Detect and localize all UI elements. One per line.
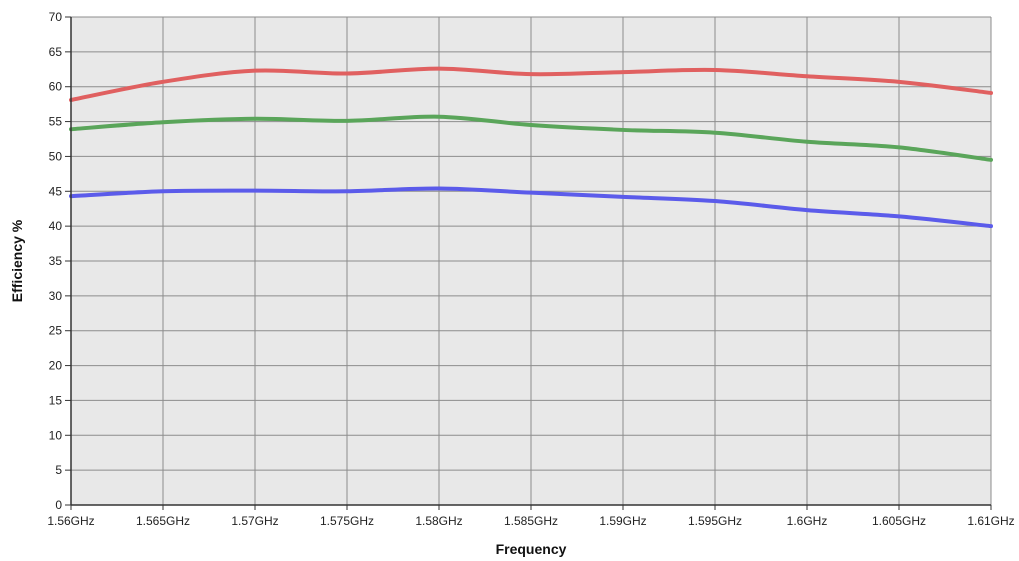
- x-tick-label: 1.595GHz: [688, 514, 742, 528]
- x-tick-label: 1.585GHz: [504, 514, 558, 528]
- series-line-2: [69, 114, 993, 162]
- x-tick-label: 1.59GHz: [599, 514, 646, 528]
- y-tick-label: 25: [49, 324, 63, 338]
- series-line-1: [69, 66, 993, 102]
- y-tick-label: 65: [49, 45, 63, 59]
- x-tick-label: 1.58GHz: [415, 514, 462, 528]
- y-tick-label: 15: [49, 393, 63, 407]
- y-axis-ticks: 0 5 10 15 20 25 30 35 40 45 50 55 60 65 70: [49, 10, 71, 512]
- series-lines: [69, 66, 993, 229]
- series-line-3: [69, 186, 993, 229]
- x-tick-label: 1.57GHz: [231, 514, 278, 528]
- y-tick-label: 30: [49, 289, 63, 303]
- y-tick-label: 50: [49, 149, 63, 163]
- x-tick-label: 1.575GHz: [320, 514, 374, 528]
- y-tick-label: 10: [49, 428, 63, 442]
- y-axis-title: Efficiency %: [9, 219, 25, 302]
- y-tick-label: 40: [49, 219, 63, 233]
- y-tick-label: 60: [49, 80, 63, 94]
- y-tick-label: 0: [55, 498, 62, 512]
- x-tick-label: 1.61GHz: [967, 514, 1014, 528]
- y-tick-label: 20: [49, 359, 63, 373]
- y-tick-label: 55: [49, 115, 63, 129]
- x-tick-label: 1.6GHz: [787, 514, 828, 528]
- x-tick-label: 1.565GHz: [136, 514, 190, 528]
- x-tick-label: 1.56GHz: [47, 514, 94, 528]
- y-tick-label: 70: [49, 10, 63, 24]
- y-tick-label: 5: [55, 463, 62, 477]
- y-tick-label: 45: [49, 184, 63, 198]
- x-axis-ticks: 1.56GHz 1.565GHz 1.57GHz 1.575GHz 1.58GHz 1.5…: [47, 505, 1015, 528]
- x-axis-title: Frequency: [496, 541, 567, 557]
- y-tick-label: 35: [49, 254, 63, 268]
- x-tick-label: 1.605GHz: [872, 514, 926, 528]
